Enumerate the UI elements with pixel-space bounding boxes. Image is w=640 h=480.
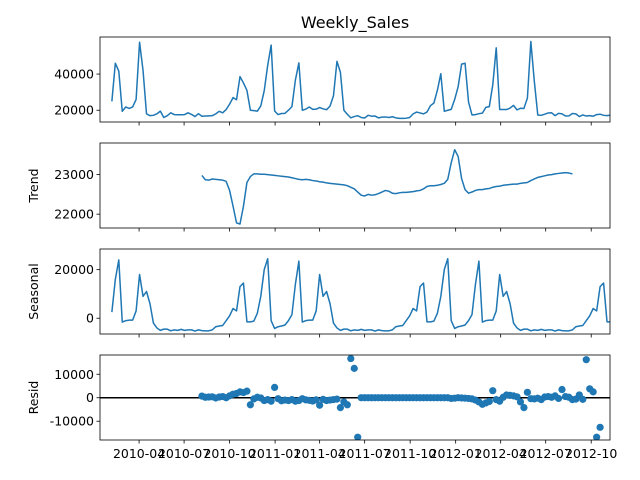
resid-point bbox=[593, 433, 601, 440]
resid-point bbox=[347, 355, 355, 363]
y-tick-label: 23000 bbox=[54, 167, 94, 182]
series-0 bbox=[201, 148, 573, 225]
resid-point bbox=[271, 383, 279, 391]
x-tick-label: 2010-04 bbox=[113, 446, 165, 461]
resid-point bbox=[558, 385, 566, 394]
series-line bbox=[111, 257, 610, 332]
y-tick-label: 22000 bbox=[54, 207, 94, 222]
axes-frame bbox=[99, 142, 611, 229]
y-tick-label: 0 bbox=[86, 390, 94, 405]
resid-point bbox=[243, 387, 251, 395]
resid-point bbox=[316, 401, 324, 409]
y-tick-label: 20000 bbox=[54, 103, 94, 118]
resid-panel: -10000 0 10000 2010-042010-072010-102011-01… bbox=[26, 354, 617, 461]
series-0 bbox=[198, 355, 604, 440]
x-tick-label: 2010-07 bbox=[158, 446, 210, 461]
resid-point bbox=[520, 404, 528, 412]
x-tick-label: 2010-10 bbox=[203, 446, 255, 461]
resid-point bbox=[333, 395, 341, 403]
resid-point bbox=[596, 423, 604, 431]
resid-point bbox=[589, 388, 597, 396]
y-axis-label: Trend bbox=[26, 168, 41, 203]
resid-point bbox=[336, 404, 345, 412]
x-tick-label: 2012-07 bbox=[520, 446, 572, 461]
seasonal-panel: 0 20000 Seasonal bbox=[26, 248, 611, 338]
resid-point bbox=[523, 388, 531, 396]
x-tick-label: 2012-01 bbox=[430, 446, 482, 461]
axes-frame bbox=[99, 36, 611, 123]
observed-panel: 20000 40000 bbox=[54, 36, 611, 126]
resid-point bbox=[267, 397, 275, 405]
resid-point bbox=[312, 396, 320, 404]
resid-point bbox=[354, 433, 362, 440]
resid-point bbox=[343, 401, 351, 409]
y-tick-label: -10000 bbox=[50, 414, 94, 429]
x-tick-label: 2011-01 bbox=[249, 446, 301, 461]
y-tick-label: 10000 bbox=[54, 367, 94, 382]
series-0 bbox=[111, 257, 610, 332]
x-tick-label: 2012-04 bbox=[475, 446, 527, 461]
resid-point bbox=[350, 364, 358, 372]
resid-point bbox=[246, 401, 254, 409]
y-tick-label: 20000 bbox=[54, 262, 94, 277]
x-tick-label: 2012-10 bbox=[565, 446, 617, 461]
resid-point bbox=[582, 356, 590, 364]
resid-point bbox=[554, 394, 563, 403]
series-0 bbox=[111, 40, 610, 120]
resid-point bbox=[489, 387, 497, 395]
trend-panel: 22000 23000 Trend bbox=[26, 142, 611, 232]
resid-point bbox=[513, 393, 521, 401]
y-axis-label: Resid bbox=[26, 381, 41, 415]
y-tick-label: 0 bbox=[86, 311, 94, 326]
series-line bbox=[111, 40, 610, 120]
x-tick-label: 2011-04 bbox=[294, 446, 346, 461]
resid-point bbox=[485, 397, 493, 406]
chart-title: Weekly_Sales bbox=[301, 13, 409, 33]
x-tick-label: 2011-10 bbox=[384, 446, 436, 461]
y-axis-label: Seasonal bbox=[26, 263, 41, 320]
y-tick-label: 40000 bbox=[54, 67, 94, 82]
series-line bbox=[201, 148, 573, 225]
x-tick-label: 2011-07 bbox=[339, 446, 391, 461]
resid-point bbox=[579, 395, 587, 403]
axes-frame bbox=[99, 248, 611, 335]
resid-point bbox=[516, 398, 525, 406]
